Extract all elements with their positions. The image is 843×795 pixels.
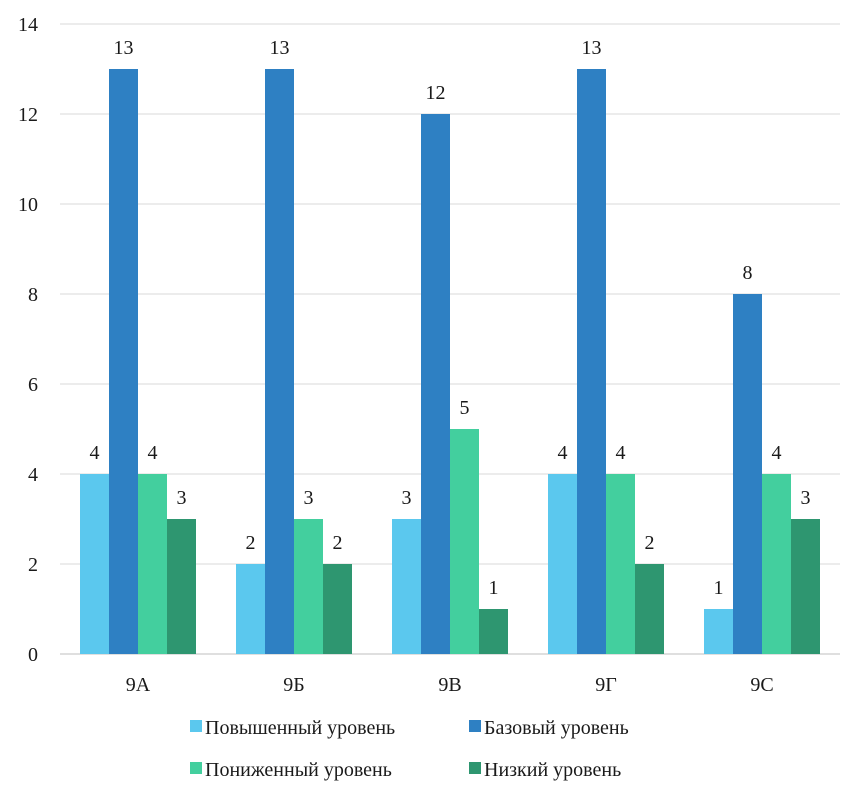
- data-label: 4: [772, 442, 782, 464]
- y-tick-label: 8: [28, 284, 38, 306]
- x-tick-label: 9Б: [283, 674, 304, 696]
- bar: [236, 564, 265, 654]
- data-label: 4: [558, 442, 568, 464]
- x-tick-label: 9А: [126, 674, 151, 696]
- bar: [265, 69, 294, 654]
- bar: [80, 474, 109, 654]
- y-tick-label: 12: [18, 104, 38, 126]
- data-label: 3: [177, 487, 187, 509]
- data-labels: 4 13 4 3 2 13 3 2 3 12 5 1 4 13 4 2 1 8 4 3: [90, 37, 811, 599]
- y-tick-label: 14: [18, 14, 38, 36]
- x-tick-label: 9Г: [595, 674, 617, 696]
- bar: [138, 474, 167, 654]
- bars: [80, 69, 820, 654]
- bar: [791, 519, 820, 654]
- x-tick-label: 9С: [750, 674, 773, 696]
- legend-swatch: [190, 762, 202, 774]
- bar: [762, 474, 791, 654]
- legend-label: Базовый уровень: [484, 717, 629, 739]
- bar: [548, 474, 577, 654]
- bar: [109, 69, 138, 654]
- data-label: 1: [714, 577, 724, 599]
- x-axis-ticks: 9А 9Б 9В 9Г 9С: [126, 674, 774, 696]
- data-label: 13: [114, 37, 134, 59]
- data-label: 4: [616, 442, 626, 464]
- bar: [733, 294, 762, 654]
- y-tick-label: 10: [18, 194, 38, 216]
- data-label: 3: [304, 487, 314, 509]
- bar: [450, 429, 479, 654]
- bar: [323, 564, 352, 654]
- bar: [421, 114, 450, 654]
- data-label: 4: [90, 442, 100, 464]
- data-label: 2: [333, 532, 343, 554]
- data-label: 3: [801, 487, 811, 509]
- data-label: 1: [489, 577, 499, 599]
- x-tick-label: 9В: [438, 674, 461, 696]
- y-axis-ticks: 0 2 4 6 8 10 12 14: [18, 14, 38, 666]
- bar: [577, 69, 606, 654]
- y-tick-label: 4: [28, 464, 38, 486]
- bar: [606, 474, 635, 654]
- bar: [635, 564, 664, 654]
- legend: Повышенный уровень Базовый уровень Понижен…: [190, 717, 629, 781]
- data-label: 2: [246, 532, 256, 554]
- bar: [294, 519, 323, 654]
- y-tick-label: 6: [28, 374, 38, 396]
- y-tick-label: 0: [28, 644, 38, 666]
- legend-label: Пониженный уровень: [205, 759, 392, 781]
- data-label: 5: [460, 397, 470, 419]
- y-tick-label: 2: [28, 554, 38, 576]
- legend-label: Низкий уровень: [484, 759, 621, 781]
- data-label: 13: [270, 37, 290, 59]
- bar: [167, 519, 196, 654]
- bar: [392, 519, 421, 654]
- bar: [704, 609, 733, 654]
- data-label: 2: [645, 532, 655, 554]
- bar: [479, 609, 508, 654]
- data-label: 4: [148, 442, 158, 464]
- data-label: 12: [426, 82, 446, 104]
- data-label: 13: [582, 37, 602, 59]
- legend-swatch: [469, 720, 481, 732]
- legend-swatch: [469, 762, 481, 774]
- legend-label: Повышенный уровень: [205, 717, 395, 739]
- data-label: 3: [402, 487, 412, 509]
- legend-swatch: [190, 720, 202, 732]
- data-label: 8: [743, 262, 753, 284]
